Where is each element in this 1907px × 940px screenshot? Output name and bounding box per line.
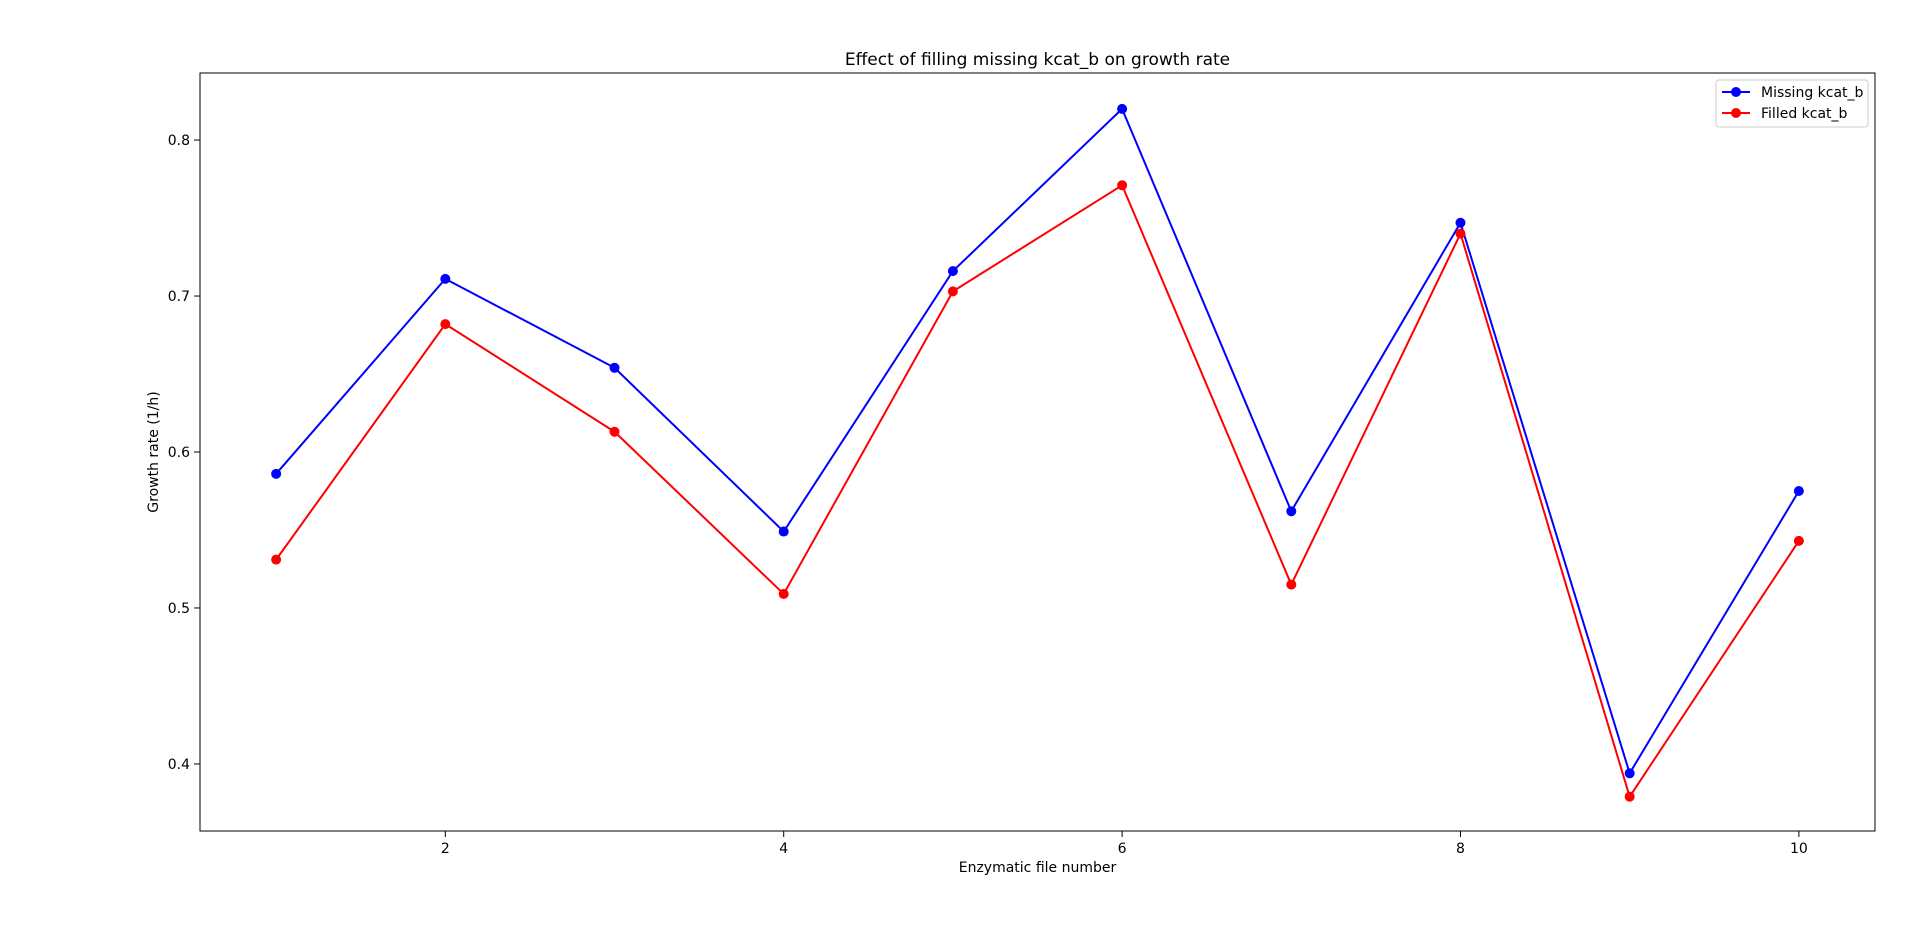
data-point-missing bbox=[778, 526, 789, 537]
y-tick-label: 0.5 bbox=[168, 601, 190, 617]
data-point-filled bbox=[1286, 579, 1297, 590]
series-line-filled bbox=[275, 184, 1800, 798]
legend-marker-missing bbox=[1731, 87, 1741, 97]
data-point-filled bbox=[271, 554, 282, 565]
y-axis-ticks: 0.4 0.5 0.6 0.7 0.8 bbox=[168, 133, 200, 773]
data-point-filled bbox=[1455, 228, 1466, 239]
data-point-missing bbox=[947, 266, 958, 277]
data-point-missing bbox=[1624, 768, 1635, 779]
data-point-missing bbox=[1117, 103, 1128, 114]
data-point-filled bbox=[1624, 791, 1635, 802]
data-point-missing bbox=[271, 468, 282, 479]
x-tick-label: 10 bbox=[1790, 841, 1808, 857]
series-line-missing bbox=[275, 107, 1800, 775]
x-axis-label: Enzymatic file number bbox=[959, 860, 1117, 876]
data-point-filled bbox=[609, 426, 620, 437]
data-point-filled bbox=[440, 319, 451, 330]
x-tick-label: 4 bbox=[779, 841, 788, 857]
legend: Missing kcat_b Filled kcat_b bbox=[1715, 79, 1869, 128]
legend-label-missing: Missing kcat_b bbox=[1761, 85, 1864, 101]
x-tick-label: 2 bbox=[441, 841, 450, 857]
y-tick-label: 0.6 bbox=[168, 445, 190, 461]
legend-label-filled: Filled kcat_b bbox=[1761, 106, 1848, 122]
plot-area bbox=[199, 72, 1876, 832]
data-point-filled bbox=[1117, 180, 1128, 191]
y-tick-label: 0.4 bbox=[168, 757, 190, 773]
x-axis-ticks: 2 4 6 8 10 bbox=[441, 831, 1808, 857]
x-tick-label: 8 bbox=[1456, 841, 1465, 857]
data-point-missing bbox=[1286, 506, 1297, 517]
data-point-missing bbox=[1793, 485, 1804, 496]
data-point-missing bbox=[440, 273, 451, 284]
legend-box bbox=[1715, 79, 1869, 128]
data-point-filled bbox=[947, 286, 958, 297]
legend-marker-filled bbox=[1731, 108, 1741, 118]
series-layer bbox=[271, 103, 1804, 802]
data-point-missing bbox=[1455, 217, 1466, 228]
y-tick-label: 0.8 bbox=[168, 133, 190, 149]
x-tick-label: 6 bbox=[1118, 841, 1127, 857]
chart-title: Effect of filling missing kcat_b on grow… bbox=[845, 50, 1230, 70]
data-point-filled bbox=[1793, 535, 1804, 546]
y-axis-label: Growth rate (1/h) bbox=[146, 391, 162, 512]
data-point-filled bbox=[778, 588, 789, 599]
y-tick-label: 0.7 bbox=[168, 289, 190, 305]
data-point-missing bbox=[609, 362, 620, 373]
